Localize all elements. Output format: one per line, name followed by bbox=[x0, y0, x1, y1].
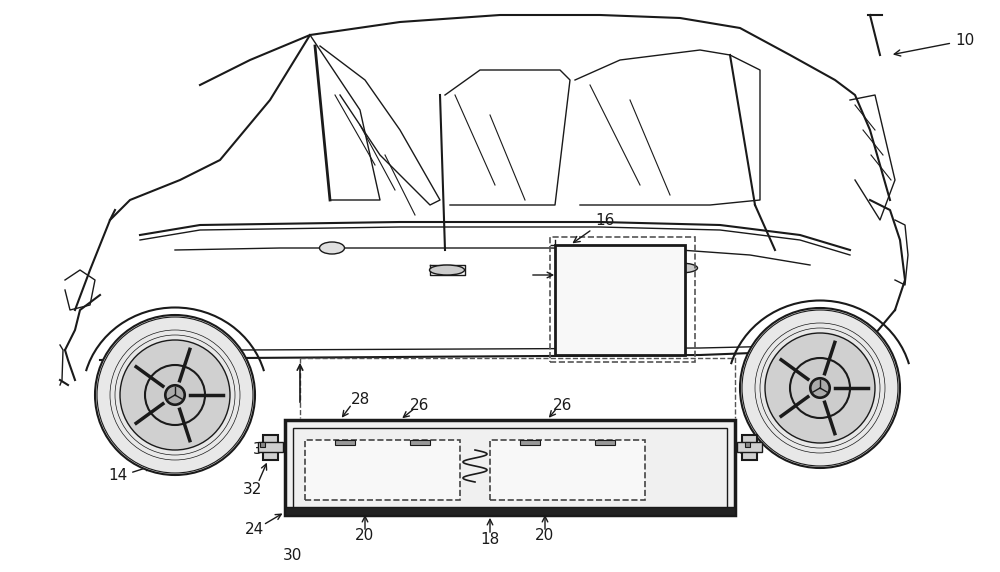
Text: 34: 34 bbox=[738, 443, 758, 458]
Text: l: l bbox=[506, 447, 510, 463]
Circle shape bbox=[765, 333, 875, 443]
Bar bbox=[520, 440, 540, 445]
Text: 18: 18 bbox=[480, 533, 500, 547]
Bar bbox=[737, 442, 762, 452]
Text: 14: 14 bbox=[828, 451, 848, 466]
Text: 28: 28 bbox=[350, 392, 370, 407]
Bar bbox=[258, 442, 283, 452]
Bar bbox=[285, 420, 735, 515]
Bar bbox=[550, 237, 695, 362]
Circle shape bbox=[145, 365, 205, 425]
Bar bbox=[285, 507, 735, 515]
Bar bbox=[745, 442, 750, 447]
Ellipse shape bbox=[320, 242, 344, 254]
Bar bbox=[490, 440, 645, 500]
Circle shape bbox=[165, 385, 185, 405]
Bar bbox=[335, 440, 355, 445]
Text: 12: 12 bbox=[606, 290, 634, 310]
Text: 24: 24 bbox=[245, 522, 265, 538]
Circle shape bbox=[810, 378, 830, 398]
Bar bbox=[305, 440, 460, 500]
Text: 16: 16 bbox=[574, 213, 614, 243]
Bar bbox=[410, 440, 430, 445]
Circle shape bbox=[120, 340, 230, 450]
Text: 20: 20 bbox=[535, 527, 555, 542]
Text: 32: 32 bbox=[243, 483, 263, 498]
Bar bbox=[595, 440, 615, 445]
Text: 26: 26 bbox=[410, 398, 430, 412]
Bar bbox=[263, 435, 278, 460]
Ellipse shape bbox=[430, 265, 464, 275]
Bar bbox=[260, 442, 265, 447]
Circle shape bbox=[95, 315, 255, 475]
Bar bbox=[293, 428, 727, 511]
Text: 30: 30 bbox=[283, 547, 303, 562]
Bar bbox=[555, 245, 685, 355]
Text: 20: 20 bbox=[355, 527, 375, 542]
Text: 14: 14 bbox=[108, 467, 128, 483]
Circle shape bbox=[740, 308, 900, 468]
Ellipse shape bbox=[662, 263, 698, 273]
Text: 22: 22 bbox=[212, 407, 232, 423]
Circle shape bbox=[790, 358, 850, 418]
Bar bbox=[742, 435, 757, 460]
Text: 34: 34 bbox=[252, 443, 272, 458]
Text: 26: 26 bbox=[553, 398, 573, 412]
Text: 10: 10 bbox=[894, 33, 974, 56]
